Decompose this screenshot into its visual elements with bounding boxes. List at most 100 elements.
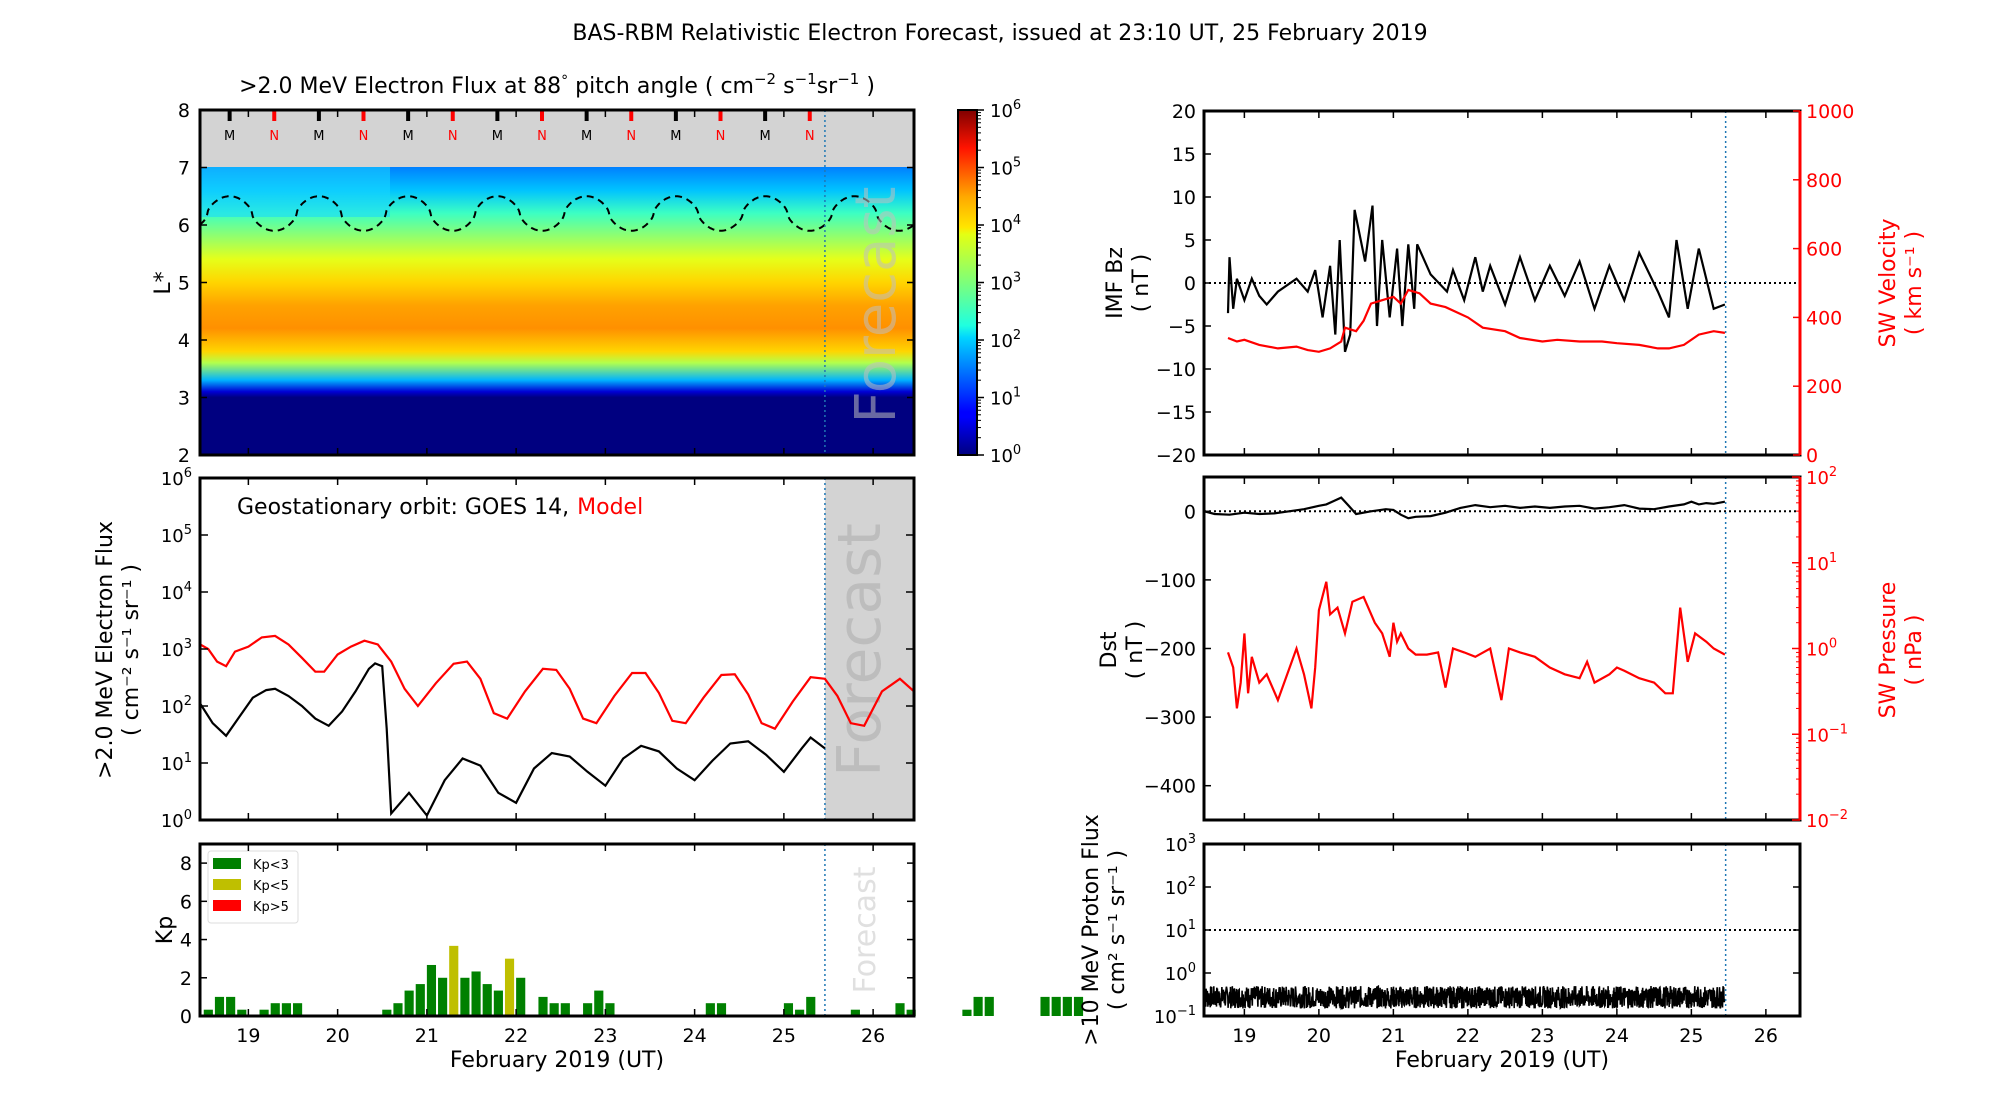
forecast-watermark: Forecast	[825, 523, 895, 777]
kp-bar	[1040, 996, 1050, 1016]
x-tick-label: 19	[1232, 1025, 1256, 1047]
kp-bar	[214, 996, 225, 1016]
y-tick-label-right: 100	[1806, 637, 1837, 661]
kp-bar	[1062, 996, 1072, 1016]
y-tick-label: 104	[161, 580, 192, 604]
y-tick-label: 106	[161, 466, 192, 490]
geo-flux-x-ticks	[247, 478, 874, 820]
sw-velocity-line	[1227, 288, 1726, 353]
y-tick-label: −20	[1156, 445, 1196, 467]
legend-swatch	[213, 879, 241, 890]
velocity-ylabel: SW Velocity	[1876, 218, 1901, 347]
geo-annotation: Geostationary orbit: GOES 14, Model	[237, 495, 643, 520]
geostationary-l-line	[200, 195, 914, 232]
kp-bar	[973, 996, 983, 1016]
kp-bar	[438, 977, 448, 1016]
kp-bar	[270, 1003, 280, 1016]
pressure-y-ticks: 10−2 10−1 100 101 102	[1792, 465, 1848, 832]
mn-label: M	[670, 129, 681, 144]
geo-flux-panel: Forecast Geostationary orbit: GOES 14, Mo…	[93, 466, 916, 832]
y-tick-label: 102	[1165, 875, 1196, 899]
velocity-ylabel-units: ( km s⁻¹ )	[1902, 231, 1927, 335]
kp-bar	[493, 990, 503, 1016]
colorbar-tick-label: 101	[990, 386, 1021, 410]
dst-ylabel: Dst	[1097, 631, 1122, 668]
x-tick-label: 20	[326, 1025, 350, 1047]
kp-ylabel: Kp	[153, 916, 178, 944]
y-tick-label: 102	[161, 694, 192, 718]
dst-pressure-series	[1204, 496, 1726, 709]
kp-bar	[783, 1003, 794, 1016]
kp-bar	[716, 1003, 727, 1016]
y-tick-label-right: 0	[1806, 445, 1818, 467]
legend-label: Kp<5	[253, 879, 289, 894]
forecast-shade	[824, 478, 914, 820]
kp-bar	[962, 1009, 972, 1016]
geo-flux-series	[200, 634, 914, 818]
mn-label: N	[626, 129, 636, 144]
flux-map-x-ticks	[247, 110, 874, 455]
kp-bar	[259, 1009, 269, 1016]
y-tick-label-right: 10−2	[1806, 808, 1848, 832]
dst-ylabel-units: ( nT )	[1123, 621, 1148, 680]
mn-label: M	[224, 129, 235, 144]
y-tick-label-right: 400	[1806, 307, 1842, 329]
forecast-watermark: Forecast	[848, 866, 883, 993]
y-tick-label-right: 101	[1806, 551, 1837, 575]
kp-legend: Kp<3 Kp<5 Kp>5	[207, 850, 299, 924]
y-tick-label: 0	[180, 1006, 192, 1028]
colorbar-gradient	[957, 109, 978, 456]
kp-bar	[1073, 996, 1084, 1016]
kp-y-ticks: 0 2 4 6 8	[180, 853, 914, 1028]
y-tick-label: 105	[161, 523, 192, 547]
kp-bar	[795, 1009, 805, 1016]
kp-bar	[449, 945, 459, 1016]
y-tick-label: 20	[1172, 101, 1196, 123]
x-tick-label: 23	[593, 1025, 617, 1047]
y-tick-label: −5	[1168, 316, 1196, 338]
imf-ylabel-units: ( nT )	[1129, 254, 1154, 313]
colorbar: 100 101 102 103 104 105 106	[957, 98, 1021, 467]
kp-bar	[850, 1009, 860, 1016]
y-tick-label-right: 10−1	[1806, 722, 1848, 746]
kp-bar	[538, 996, 548, 1016]
legend-label: Kp<3	[253, 858, 289, 873]
x-tick-label: 19	[236, 1025, 260, 1047]
x-tick-label: 26	[861, 1025, 885, 1047]
proton-y-ticks: 10−1 100 101 102 103	[1154, 832, 1800, 1028]
y-tick-label: −15	[1156, 402, 1196, 424]
kp-bar	[560, 1003, 570, 1016]
kp-bar	[281, 1003, 291, 1016]
imf-bz-line	[1226, 205, 1726, 353]
kp-frame	[198, 842, 916, 1018]
kp-legend-entries: Kp<3 Kp<5 Kp>5	[213, 858, 289, 915]
colorbar-tick-label: 104	[990, 213, 1021, 237]
x-tick-label: 21	[415, 1025, 439, 1047]
imf-y-ticks: −20 −15 −10 −5 0 5 10 15 20	[1156, 101, 1211, 467]
mn-label: M	[760, 129, 771, 144]
kp-bar	[203, 1009, 213, 1016]
y-tick-label-right: 800	[1806, 170, 1842, 192]
dst-frame	[1202, 475, 1802, 822]
kp-bar	[382, 1009, 392, 1016]
y-tick-label: −100	[1144, 570, 1196, 592]
kp-bar	[237, 1009, 247, 1016]
imf-ylabel: IMF Bz	[1103, 247, 1128, 319]
x-tick-label: 22	[1456, 1025, 1480, 1047]
mn-label: M	[492, 129, 503, 144]
flux-map-title: >2.0 MeV Electron Flux at 88° pitch angl…	[239, 70, 875, 99]
y-tick-label-right: 600	[1806, 239, 1842, 261]
kp-bar	[1051, 996, 1061, 1016]
y-tick-label: 10	[1172, 187, 1196, 209]
colorbar-tick-label: 106	[990, 98, 1021, 122]
kp-bar	[460, 977, 470, 1016]
velocity-y-ticks: 0 200 400 600 800 1000	[1793, 101, 1854, 467]
y-tick-label-right: 102	[1806, 465, 1837, 489]
proton-flux-panel: 10−1 100 101 102 103 19 20 21 22 23 24 25 26 >10 Me…	[1079, 814, 1802, 1073]
kp-bar	[594, 990, 604, 1016]
kp-bar	[605, 1003, 615, 1016]
kp-bar	[482, 984, 492, 1016]
y-tick-label: 100	[161, 808, 192, 832]
y-tick-label: −10	[1156, 359, 1196, 381]
